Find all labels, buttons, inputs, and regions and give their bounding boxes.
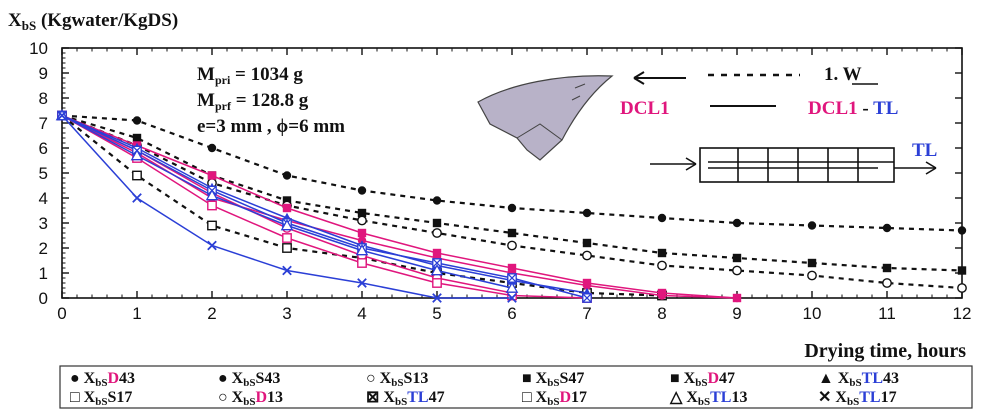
- data-point: [508, 241, 516, 249]
- data-point: [883, 264, 891, 272]
- data-point: [133, 194, 141, 202]
- y-tick-label: 9: [39, 64, 48, 83]
- plot-frame: [62, 48, 962, 298]
- x-tick-label: 9: [732, 304, 741, 323]
- line-style-key: 1. W DCL1 DCL1 - TL: [620, 64, 898, 119]
- data-point: [883, 279, 891, 287]
- data-point: [733, 254, 741, 262]
- data-point: [508, 274, 516, 282]
- data-point: [283, 234, 291, 242]
- data-point: [808, 271, 816, 279]
- tl-label: TL: [912, 140, 937, 161]
- y-tick-label: 2: [39, 239, 48, 258]
- series-line: [62, 116, 737, 299]
- data-point: [208, 144, 216, 152]
- data-point: [283, 244, 291, 252]
- data-point: [583, 294, 591, 302]
- data-point: [808, 221, 816, 229]
- data-point: [433, 196, 441, 204]
- data-point: [283, 204, 291, 212]
- y-tick-label: 7: [39, 114, 48, 133]
- y-tick-label: 5: [39, 164, 48, 183]
- series-line: [62, 116, 962, 289]
- data-point: [358, 216, 366, 224]
- x-tick-label: 5: [432, 304, 441, 323]
- y-tick-label: 1: [39, 264, 48, 283]
- mpri-annotation: Mpri = 1034 g: [197, 64, 303, 87]
- axes: [62, 48, 962, 298]
- x-tick-label: 8: [657, 304, 666, 323]
- data-point: [208, 201, 216, 209]
- series-line: [62, 116, 737, 299]
- series-line: [62, 116, 662, 296]
- data-point: [958, 266, 966, 274]
- y-tick-label: 4: [39, 189, 48, 208]
- data-point: [358, 229, 366, 237]
- data-point: [658, 214, 666, 222]
- x-tick-label: 10: [803, 304, 822, 323]
- dcl1-label: DCL1: [620, 98, 670, 119]
- y-tick-label: 6: [39, 139, 48, 158]
- data-point: [808, 259, 816, 267]
- y-axis-title: XbS (Kgwater/KgDS): [8, 10, 178, 33]
- data-point: [583, 279, 591, 287]
- y-tick-label: 8: [39, 89, 48, 108]
- x-tick-label: 6: [507, 304, 516, 323]
- x-tick-label: 0: [57, 304, 66, 323]
- dims-annotation: e=3 mm , ϕ=6 mm: [197, 116, 345, 137]
- data-point: [508, 229, 516, 237]
- data-point: [433, 279, 441, 287]
- data-point: [208, 171, 216, 179]
- data-point: [733, 294, 741, 302]
- data-point: [658, 249, 666, 257]
- data-point: [958, 284, 966, 292]
- data-point: [133, 116, 141, 124]
- x-tick-label: 7: [582, 304, 591, 323]
- data-point: [583, 251, 591, 259]
- data-point: [583, 239, 591, 247]
- x-tick-label: 4: [357, 304, 366, 323]
- data-point: [433, 249, 441, 257]
- w-label: 1. W: [824, 64, 862, 85]
- data-point: [733, 266, 741, 274]
- y-tick-label: 0: [39, 289, 48, 308]
- data-point: [208, 221, 216, 229]
- mprf-annotation: Mprf = 128.8 g: [197, 90, 309, 113]
- data-point: [508, 264, 516, 272]
- x-tick-label: 1: [132, 304, 141, 323]
- data-point: [658, 261, 666, 269]
- data-point: [958, 226, 966, 234]
- y-tick-label: 10: [29, 39, 48, 58]
- data-point: [733, 219, 741, 227]
- data-point: [658, 289, 666, 297]
- tunnel-schematic-icon: [650, 148, 936, 182]
- data-point: [283, 171, 291, 179]
- x-tick-label: 3: [282, 304, 291, 323]
- x-axis-title: Drying time, hours: [804, 340, 966, 362]
- data-point: [133, 171, 141, 179]
- data-point: [883, 224, 891, 232]
- dryer-schematic-icon: [478, 76, 612, 160]
- x-tick-label: 11: [878, 304, 896, 323]
- series-group: [57, 110, 966, 302]
- data-point: [433, 219, 441, 227]
- data-point: [583, 209, 591, 217]
- data-point: [433, 229, 441, 237]
- y-tick-label: 3: [39, 214, 48, 233]
- x-tick-label: 12: [953, 304, 972, 323]
- dcl1-tl-label: DCL1 - TL: [808, 98, 898, 119]
- data-point: [358, 186, 366, 194]
- x-tick-label: 2: [207, 304, 216, 323]
- data-point: [358, 259, 366, 267]
- data-point: [208, 241, 216, 249]
- data-point: [508, 204, 516, 212]
